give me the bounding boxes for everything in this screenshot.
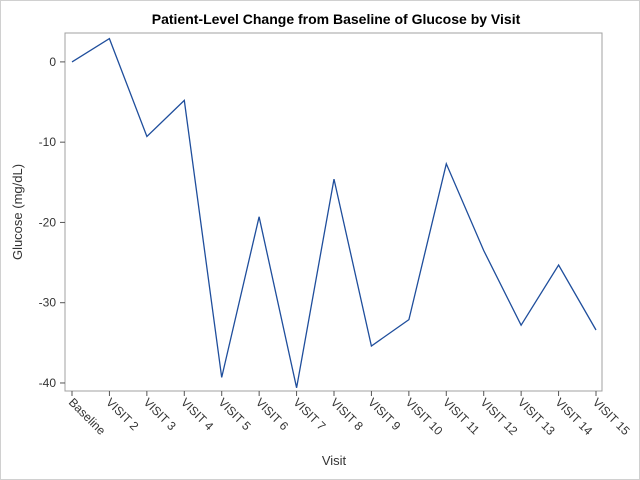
data-point <box>408 318 410 320</box>
data-point <box>183 99 185 101</box>
series-layer <box>71 37 597 389</box>
y-tick-label: -20 <box>39 215 57 229</box>
data-point <box>108 37 110 39</box>
x-axis-label: Visit <box>322 453 347 468</box>
data-point <box>595 329 597 331</box>
data-point <box>71 61 73 63</box>
data-point <box>370 345 372 347</box>
data-point <box>520 324 522 326</box>
y-axis-label: Glucose (mg/dL) <box>10 164 25 260</box>
data-point <box>295 387 297 389</box>
chart-title: Patient-Level Change from Baseline of Gl… <box>152 11 521 27</box>
data-point <box>258 216 260 218</box>
data-point <box>483 249 485 251</box>
data-point <box>221 376 223 378</box>
y-tick-label: -30 <box>39 296 57 310</box>
data-point <box>333 178 335 180</box>
y-tick-label: -40 <box>39 376 57 390</box>
y-tick-label: -10 <box>39 135 57 149</box>
y-tick-label: 0 <box>49 55 56 69</box>
data-point <box>557 264 559 266</box>
series-line <box>71 37 597 388</box>
data-point <box>445 163 447 165</box>
y-axis: 0 -10 -20 -30 -40 <box>39 55 65 390</box>
data-point <box>146 135 148 137</box>
